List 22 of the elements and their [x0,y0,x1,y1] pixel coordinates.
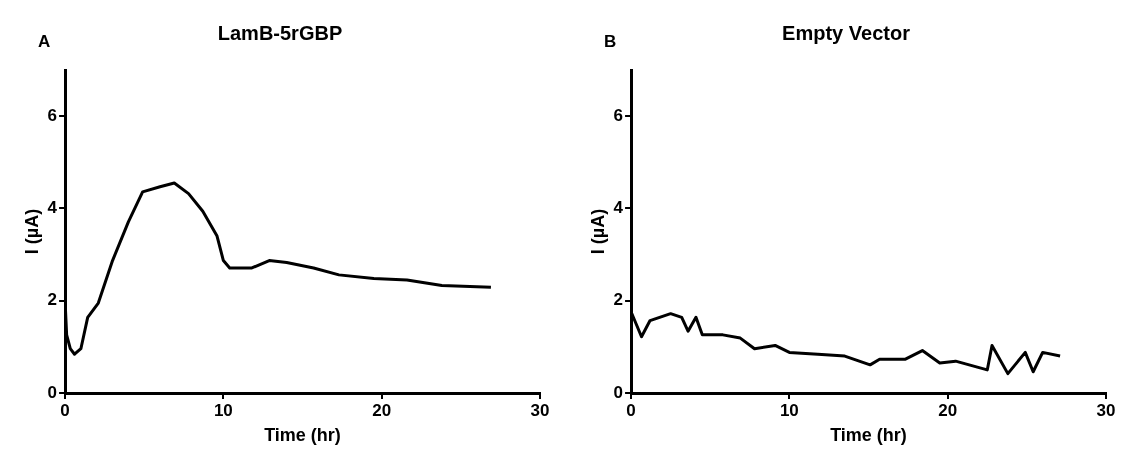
x-tick-label: 30 [530,400,550,420]
y-tick-label: 0 [613,382,624,402]
text: B [604,32,617,52]
y-tick-label: 6 [613,105,624,125]
x-tick-label: 10 [213,400,233,420]
x-tick-label: 20 [372,400,392,420]
chart-title: LamB-5rGBP [217,21,343,44]
y-tick-label: 4 [613,198,624,218]
x-axis-title: Time (hr) [830,425,907,446]
y-axis-title: I (µA) [587,208,608,255]
y-axis-title: I (µA) [21,208,42,255]
text: A [38,32,51,52]
chart-title: Empty Vector [782,21,911,44]
x-tick-label: 10 [779,400,799,420]
y-tick-label: 2 [47,290,58,310]
x-axis-title: Time (hr) [264,425,341,446]
y-tick-label: 6 [47,105,58,125]
y-tick-label: 2 [613,290,624,310]
x-tick-label: 30 [1096,400,1116,420]
y-tick-label: 0 [47,382,58,402]
y-tick-label: 4 [47,198,58,218]
x-tick-label: 20 [938,400,958,420]
